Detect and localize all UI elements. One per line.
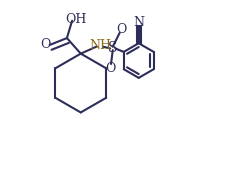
Text: O: O [105, 62, 115, 75]
Text: NH: NH [90, 39, 112, 52]
Text: N: N [133, 16, 144, 29]
Text: O: O [40, 38, 51, 52]
Text: OH: OH [66, 13, 87, 26]
Text: S: S [108, 42, 118, 55]
Text: O: O [116, 23, 126, 36]
